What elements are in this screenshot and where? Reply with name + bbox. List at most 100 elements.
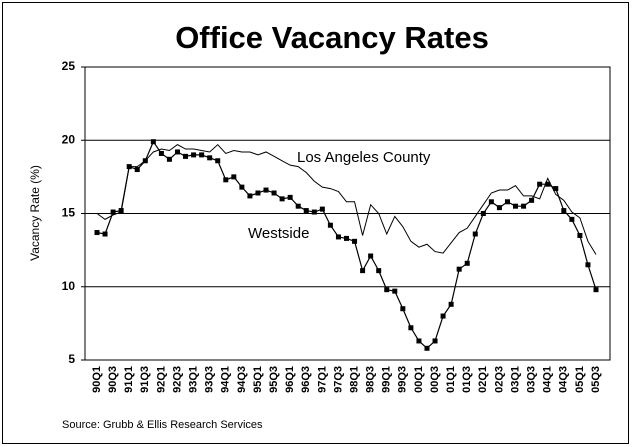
- point-marker: [287, 194, 293, 200]
- point-marker: [271, 190, 277, 196]
- point-marker: [593, 287, 599, 293]
- chart-title: Office Vacancy Rates: [175, 20, 489, 55]
- point-marker: [247, 193, 253, 199]
- x-tick-label: 96Q1: [284, 366, 296, 393]
- point-marker: [392, 288, 398, 294]
- point-marker: [480, 211, 486, 216]
- source-note: Source: Grubb & Ellis Research Services: [62, 419, 263, 431]
- point-marker: [319, 206, 325, 212]
- x-tick-label: 03Q1: [509, 366, 521, 393]
- point-marker: [448, 301, 454, 307]
- point-marker: [142, 158, 148, 164]
- x-tick-label: 04Q1: [542, 366, 554, 393]
- point-marker: [231, 174, 237, 180]
- x-tick-label: 92Q1: [155, 366, 167, 393]
- point-marker: [424, 345, 430, 351]
- x-tick-label: 90Q3: [107, 366, 119, 393]
- point-marker: [311, 209, 317, 215]
- x-tick-label: 91Q1: [123, 366, 135, 393]
- point-marker: [577, 232, 583, 238]
- point-marker: [513, 203, 519, 209]
- point-marker: [174, 149, 180, 155]
- x-tick-label: 98Q3: [365, 366, 377, 393]
- y-tick-label: 25: [62, 59, 76, 73]
- point-marker: [150, 139, 156, 145]
- point-marker: [456, 266, 462, 272]
- point-marker: [561, 208, 567, 214]
- point-marker: [102, 231, 108, 237]
- point-marker: [191, 152, 197, 158]
- x-tick-label: 93Q3: [204, 366, 216, 393]
- y-tick-label: 20: [62, 132, 76, 146]
- x-tick-label: 90Q1: [91, 366, 103, 393]
- point-marker: [400, 306, 406, 312]
- point-marker: [295, 203, 301, 209]
- point-marker: [496, 205, 502, 211]
- point-marker: [384, 287, 390, 293]
- point-marker: [335, 234, 341, 240]
- point-marker: [504, 199, 510, 205]
- x-tick-label: 97Q3: [332, 366, 344, 393]
- x-tick-label: 91Q3: [139, 366, 151, 393]
- x-tick-label: 00Q3: [429, 366, 441, 393]
- point-marker: [183, 153, 189, 159]
- x-tick-label: 99Q1: [381, 366, 393, 393]
- point-marker: [416, 338, 422, 344]
- point-marker: [158, 150, 164, 156]
- point-marker: [472, 231, 478, 237]
- point-marker: [537, 181, 543, 187]
- point-marker: [432, 338, 438, 344]
- point-marker: [303, 208, 309, 214]
- x-tick-label: 93Q1: [187, 366, 199, 393]
- point-marker: [521, 203, 527, 209]
- x-tick-label: 98Q1: [348, 366, 360, 393]
- point-marker: [223, 177, 229, 183]
- point-marker: [368, 253, 374, 259]
- point-marker: [569, 216, 575, 222]
- x-tick-label: 00Q1: [413, 366, 425, 393]
- x-tick-label: 01Q1: [445, 366, 457, 393]
- x-tick-label: 95Q1: [252, 366, 264, 393]
- x-tick-label: 94Q3: [236, 366, 248, 393]
- point-marker: [464, 260, 470, 266]
- y-axis-label: Vacancy Rate (%): [28, 165, 42, 261]
- point-marker: [553, 186, 559, 192]
- point-marker: [545, 181, 551, 187]
- point-marker: [94, 230, 100, 236]
- point-marker: [344, 235, 349, 241]
- x-tick-label: 03Q3: [526, 366, 538, 393]
- point-marker: [215, 158, 221, 164]
- point-marker: [118, 208, 124, 214]
- x-tick-label: 95Q3: [268, 366, 280, 393]
- x-tick-label: 04Q3: [558, 366, 570, 393]
- x-tick-label: 01Q3: [461, 366, 473, 393]
- x-tick-label: 97Q1: [316, 366, 328, 393]
- point-marker: [263, 187, 269, 193]
- x-tick-label: 94Q1: [220, 366, 232, 393]
- point-marker: [279, 196, 285, 202]
- point-marker: [529, 197, 535, 203]
- point-marker: [126, 164, 132, 170]
- point-marker: [255, 190, 261, 196]
- x-tick-label: 05Q1: [574, 366, 586, 393]
- x-tick-label: 05Q3: [590, 366, 602, 393]
- x-tick-label: 96Q3: [300, 366, 312, 393]
- point-marker: [408, 325, 414, 331]
- point-marker: [134, 167, 140, 173]
- point-marker: [166, 156, 172, 162]
- series-line: [96, 140, 597, 350]
- point-marker: [585, 262, 591, 268]
- x-tick-label: 99Q3: [397, 366, 409, 393]
- point-marker: [327, 222, 333, 228]
- point-marker: [360, 268, 366, 274]
- series-annotation: Westside: [248, 225, 309, 242]
- y-tick-label: 5: [68, 352, 75, 366]
- y-tick-label: 10: [62, 279, 76, 293]
- series-annotation: Los Angeles County: [297, 149, 431, 166]
- point-marker: [440, 313, 446, 319]
- point-marker: [207, 155, 213, 161]
- point-marker: [352, 238, 358, 244]
